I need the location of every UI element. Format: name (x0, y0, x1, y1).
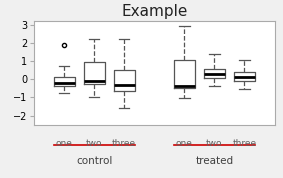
Title: Example: Example (121, 4, 187, 19)
Text: three: three (232, 139, 256, 148)
Text: three: three (112, 139, 136, 148)
Text: one: one (55, 139, 72, 148)
Text: two: two (86, 139, 102, 148)
Text: two: two (206, 139, 223, 148)
Text: one: one (176, 139, 193, 148)
Text: control: control (76, 156, 112, 166)
Text: treated: treated (195, 156, 233, 166)
